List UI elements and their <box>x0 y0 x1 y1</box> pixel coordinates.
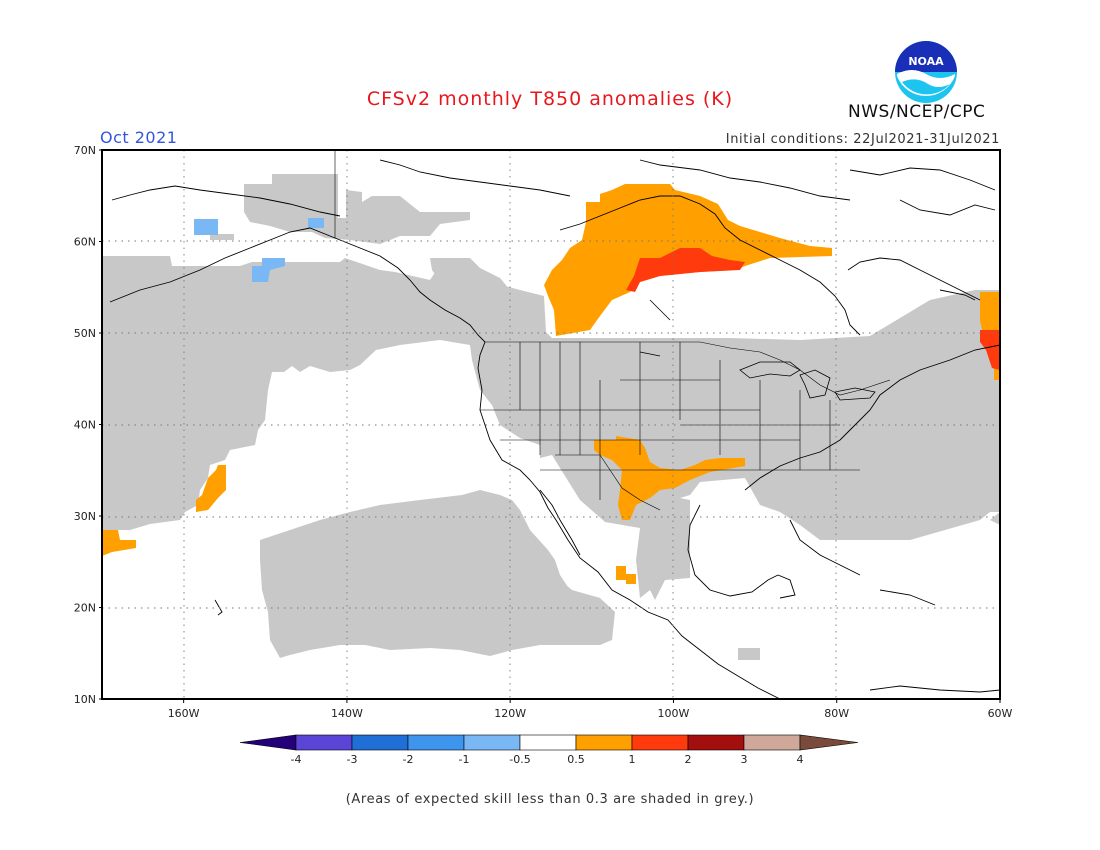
agency-label: NWS/NCEP/CPC <box>848 102 986 122</box>
colorbar-segment <box>519 734 577 751</box>
colorbar-label: -1 <box>459 753 470 766</box>
political-borders <box>334 150 891 511</box>
cool-anomaly-shading <box>194 218 324 282</box>
colorbar-segment <box>575 734 633 751</box>
lat-label: 50N <box>74 327 96 340</box>
initial-conditions: Initial conditions: 22Jul2021-31Jul2021 <box>725 132 1000 147</box>
lon-label: 80W <box>824 707 849 720</box>
colorbar-arrow-high <box>799 734 859 751</box>
colorbar-label: 0.5 <box>567 753 585 766</box>
graticule <box>102 150 1000 699</box>
great-lakes <box>639 299 876 401</box>
colorbar-segment <box>351 734 409 751</box>
colorbar-label: -0.5 <box>509 753 530 766</box>
target-month: Oct 2021 <box>100 128 178 147</box>
lon-label: 140W <box>331 707 363 720</box>
logo-text: NOAA <box>908 55 944 68</box>
lat-label: 70N <box>74 144 96 157</box>
colorbar-segment <box>463 734 521 751</box>
lat-label: 60N <box>74 236 96 249</box>
colorbar-segment <box>407 734 465 751</box>
longitude-labels: 160W 140W 120W 100W 80W 60W <box>168 699 1013 720</box>
colorbar-segment <box>687 734 745 751</box>
colorbar-segment <box>295 734 353 751</box>
lat-label: 20N <box>74 602 96 615</box>
colorbar-label: 1 <box>629 753 636 766</box>
colorbar-segment <box>743 734 801 751</box>
lat-label: 10N <box>74 693 96 706</box>
lat-label: 40N <box>74 419 96 432</box>
latitude-labels: 70N 60N 50N 40N 30N 20N 10N <box>74 144 102 706</box>
colorbar-arrow-low <box>239 734 297 751</box>
coastlines <box>109 159 1000 699</box>
colorbar-label: -3 <box>347 753 358 766</box>
footnote: (Areas of expected skill less than 0.3 a… <box>345 792 755 807</box>
lon-label: 100W <box>658 707 690 720</box>
low-skill-shading <box>102 174 1000 660</box>
map-area <box>102 150 1000 699</box>
lon-label: 160W <box>168 707 200 720</box>
colorbar-label: 4 <box>797 753 804 766</box>
colorbar-segment <box>631 734 689 751</box>
colorbar: -4 -3 -2 -1 -0.5 0.5 1 2 3 4 <box>239 734 859 766</box>
colorbar-label: -2 <box>403 753 414 766</box>
strong-warm-anomaly-shading <box>626 248 1000 370</box>
lat-label: 30N <box>74 510 96 523</box>
colorbar-label: 2 <box>685 753 692 766</box>
lon-label: 60W <box>988 707 1013 720</box>
colorbar-label: 3 <box>741 753 748 766</box>
noaa-logo-icon: NOAA <box>895 41 957 103</box>
lon-label: 120W <box>494 707 526 720</box>
map-title: CFSv2 monthly T850 anomalies (K) <box>366 88 734 110</box>
colorbar-label: -4 <box>291 753 302 766</box>
